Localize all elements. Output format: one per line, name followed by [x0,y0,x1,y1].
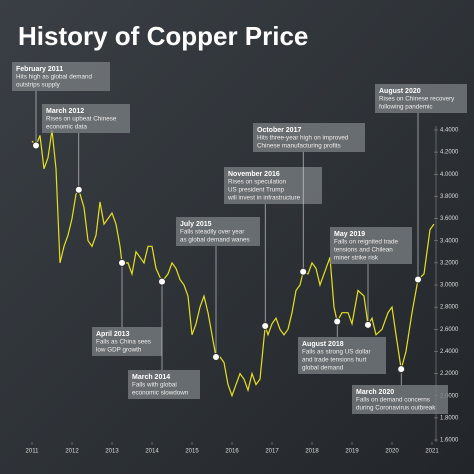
annotation-marker [364,320,372,329]
annotation-text: during Coronavirus outbreak [356,405,436,412]
annotation-text: Hits three-year high on improved [257,135,349,142]
annotation-text: Rises on speculation [228,179,287,186]
annotation-text: Rises on Chinese recovery [379,96,455,103]
annotation-title: August 2018 [302,341,344,348]
annotation-title: November 2016 [228,171,280,178]
y-tick-label: 2.6000 [440,327,459,333]
annotation-text: and trade tensions hurt [302,357,367,364]
annotation-box [330,227,412,264]
x-tick-label: 2019 [345,449,359,455]
y-tick-label: 3.8000 [440,194,459,200]
y-tick-label: 2.0000 [440,393,459,399]
annotation-text: Chinese manufacturing profits [257,143,341,150]
annotation-text: US president Trump [228,187,284,194]
annotation-box [92,327,162,356]
annotation-text: economic data [46,124,87,131]
y-tick-label: 1.6000 [440,438,459,444]
annotation-marker [118,258,126,267]
x-tick-label: 2011 [26,449,40,455]
annotation-marker [32,141,40,150]
annotation-text: will invest in infrastructure [227,195,301,202]
x-tick-label: 2020 [385,449,399,455]
x-tick-label: 2021 [425,449,439,455]
annotation-box [12,62,110,91]
x-tick-label: 2014 [145,449,159,455]
y-tick-label: 4.4000 [440,128,459,134]
annotation-text: Hits high as global demand [16,74,92,81]
annotation-title: July 2015 [180,221,212,228]
annotation-marker [414,275,422,284]
annotation-box [298,337,386,374]
annotation-box [128,370,200,399]
annotation-text: Falls steadily over year [180,229,244,236]
annotation-title: February 2011 [16,66,63,73]
annotation-title: May 2019 [334,231,365,238]
price-line [31,129,435,398]
y-tick-label: 3.4000 [440,238,459,244]
annotation-box [224,167,322,204]
y-tick-label: 4.0000 [440,172,459,178]
annotation-text: outstrips supply [16,82,61,89]
annotation-title: March 2020 [356,389,394,396]
annotation-text: miner strike risk [334,255,379,262]
annotation-text: Falls as China sees [96,339,151,346]
y-tick-label: 1.8000 [440,415,459,421]
annotation-box [176,217,260,246]
annotation-marker [333,317,342,326]
x-tick-label: 2015 [185,449,199,455]
y-tick-label: 3.2000 [440,260,459,266]
annotation-text: following pandemic [379,104,433,111]
annotation-box [375,84,467,113]
x-tick-label: 2018 [305,449,319,455]
annotation-marker [261,321,270,330]
y-tick-label: 2.2000 [440,371,459,377]
y-tick-label: 4.2000 [440,150,459,156]
annotation-text: global demand [302,365,344,372]
annotation-title: April 2013 [96,331,130,338]
annotation-text: Falls on reignited trade [334,239,399,246]
y-tick-label: 2.4000 [440,349,459,355]
annotation-marker [158,277,166,286]
annotation-box [352,385,448,414]
x-tick-label: 2017 [265,449,279,455]
annotation-text: tensions and Chilean [334,247,393,254]
annotation-marker [212,352,220,361]
x-tick-label: 2012 [65,449,79,455]
annotation-title: August 2020 [379,88,421,95]
chart-title: History of Copper Price [18,21,308,51]
annotation-title: March 2012 [46,108,84,115]
y-tick-label: 3.0000 [440,283,459,289]
annotation-text: Rises on upbeat Chinese [46,116,117,123]
annotation-title: October 2017 [257,127,301,134]
annotation-marker [397,365,406,374]
annotation-title: March 2014 [132,374,170,381]
annotation-text: economic slowdown [132,390,189,397]
annotation-marker [299,267,308,276]
annotation-text: as global demand wanes [180,237,250,244]
x-tick-label: 2013 [105,449,119,455]
annotation-box [253,123,365,152]
x-tick-label: 2016 [225,449,239,455]
y-tick-label: 3.6000 [440,216,459,222]
annotation-text: Falls on demand concerns [356,397,430,404]
annotation-marker [74,185,83,194]
annotation-text: low GDP growth [96,347,142,354]
annotation-text: Falls as strong US dollar [302,349,371,356]
annotation-text: Falls with global [132,382,177,389]
y-tick-label: 2.8000 [440,305,459,311]
annotation-box [42,104,130,133]
